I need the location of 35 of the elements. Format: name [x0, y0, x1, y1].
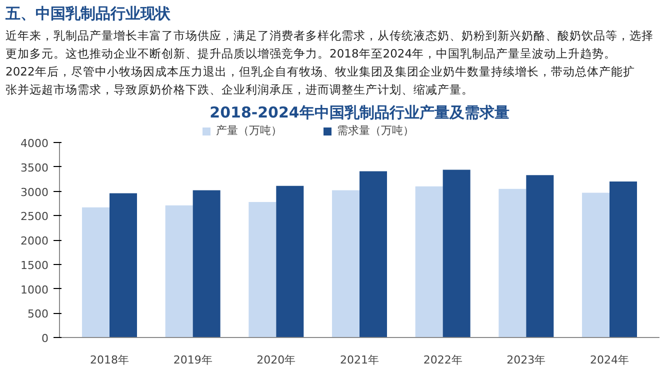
bar	[82, 207, 110, 338]
y-tick-label: 3000	[20, 186, 49, 199]
bar	[415, 186, 443, 338]
legend-label: 需求量（万吨）	[337, 123, 414, 138]
text: 五、中国乳制品行业现状	[4, 4, 172, 22]
bar	[442, 170, 470, 338]
bar	[110, 193, 137, 338]
bar	[248, 202, 276, 338]
x-tick-label: 2018年	[90, 354, 130, 366]
bar	[360, 171, 387, 338]
x-tick-label: 2020年	[256, 354, 296, 366]
y-tick-label: 1000	[20, 283, 49, 296]
bar	[610, 182, 637, 338]
x-tick-label: 2021年	[340, 354, 380, 366]
y-tick-label: 2000	[20, 234, 49, 248]
y-tick-label: 3500	[20, 161, 49, 174]
bar	[526, 175, 554, 338]
bar	[165, 205, 193, 338]
x-tick-label: 2022年	[423, 354, 462, 366]
y-tick-label: 2500	[20, 210, 49, 224]
x-tick-label: 2023年	[506, 354, 546, 366]
x-tick-label: 2024年	[590, 354, 630, 366]
legend-label: 产量（万吨）	[216, 123, 282, 138]
bar	[192, 190, 220, 338]
text: 近年来，乳制品产量增长丰富了市场供应，满足了消费者多样化需求，从传统液态奶、奶粉到新兴奶酪、酸奶饮品等，选择更加多元。这也推动企业不断创新、提升品质以增强竞争力。2018年至2024年，中国乳制品产量呈波动上升趋势。2022年后，尽管中小牧场因成本压力退出，但乳企自有牧场、牧业集团及集团企业奶牛数量持续增长，带动总体产能扩张并远超市场需求，导致原奶价格下跌、企业利润承压，进而调整生产计划、缩减产量。	[6, 28, 654, 96]
y-tick-label: 0	[42, 332, 48, 345]
x-tick-label: 2019年	[173, 354, 212, 366]
y-tick-label: 500	[28, 308, 49, 321]
bar	[582, 192, 610, 338]
y-tick-label: 4000	[20, 137, 49, 150]
bar	[498, 188, 526, 338]
bar	[332, 190, 360, 338]
chart-title: 2018-2024年中国乳制品行业产量及需求量	[210, 104, 510, 122]
y-tick-label: 1500	[20, 258, 49, 272]
bar	[276, 186, 304, 338]
